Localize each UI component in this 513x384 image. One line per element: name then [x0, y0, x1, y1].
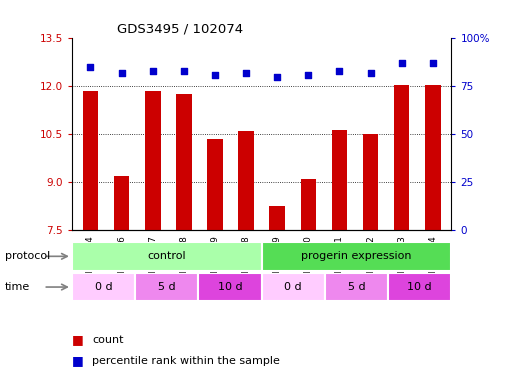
Text: 5 d: 5 d: [158, 282, 175, 292]
Bar: [72, 242, 262, 271]
Text: 0 d: 0 d: [94, 282, 112, 292]
Text: 0 d: 0 d: [284, 282, 302, 292]
Point: [429, 60, 437, 66]
Text: GDS3495 / 102074: GDS3495 / 102074: [117, 23, 244, 36]
Point: [304, 72, 312, 78]
Point: [336, 68, 344, 74]
Bar: [363, 134, 378, 230]
Bar: [262, 242, 451, 271]
Text: 10 d: 10 d: [407, 282, 432, 292]
Point: [273, 74, 281, 80]
Bar: [145, 91, 161, 230]
Bar: [301, 179, 316, 230]
Bar: [207, 139, 223, 230]
Bar: [388, 273, 451, 301]
Bar: [83, 91, 98, 230]
Bar: [72, 273, 135, 301]
Bar: [262, 273, 325, 301]
Text: 10 d: 10 d: [218, 282, 242, 292]
Bar: [199, 273, 262, 301]
Bar: [135, 273, 199, 301]
Point: [242, 70, 250, 76]
Bar: [325, 273, 388, 301]
Point: [180, 68, 188, 74]
Point: [211, 72, 219, 78]
Text: ■: ■: [72, 333, 84, 346]
Point: [149, 68, 157, 74]
Bar: [114, 176, 129, 230]
Text: protocol: protocol: [5, 251, 50, 261]
Bar: [239, 131, 254, 230]
Point: [86, 64, 94, 70]
Text: control: control: [147, 251, 186, 262]
Point: [398, 60, 406, 66]
Bar: [269, 207, 285, 230]
Text: ■: ■: [72, 354, 84, 367]
Point: [366, 70, 374, 76]
Text: count: count: [92, 335, 124, 345]
Text: 5 d: 5 d: [348, 282, 365, 292]
Text: progerin expression: progerin expression: [301, 251, 412, 262]
Bar: [394, 85, 409, 230]
Point: [117, 70, 126, 76]
Bar: [331, 129, 347, 230]
Text: time: time: [5, 282, 30, 292]
Text: percentile rank within the sample: percentile rank within the sample: [92, 356, 280, 366]
Bar: [425, 85, 441, 230]
Bar: [176, 94, 192, 230]
